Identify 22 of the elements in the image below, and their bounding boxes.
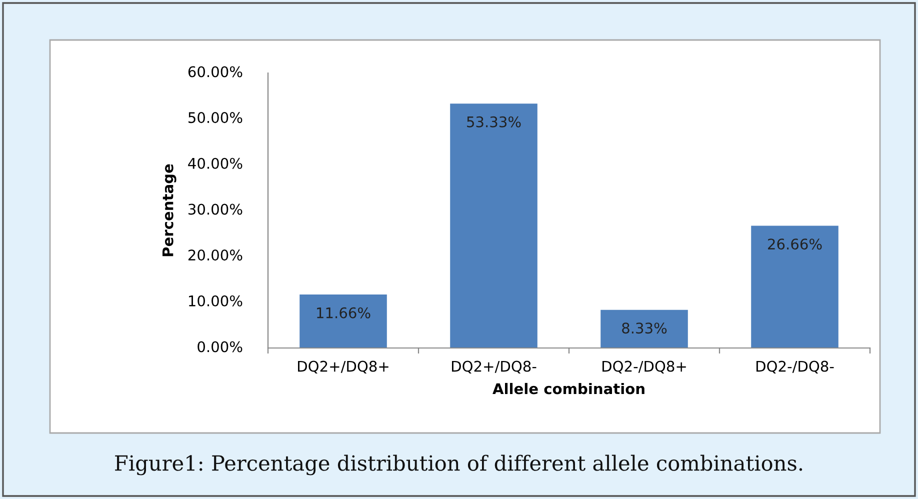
- data-label: 26.66%: [768, 238, 822, 250]
- data-label: 53.33%: [467, 116, 521, 128]
- y-tick-label: 20.00%: [188, 250, 242, 261]
- caption: Figure1: Percentage distribution of different allele combinations.: [115, 454, 802, 476]
- data-label: 8.33%: [622, 322, 667, 334]
- x-tick-label: DQ2+/DQ8-: [452, 360, 536, 374]
- y-tick-label: 10.00%: [188, 295, 242, 306]
- x-tick-label: DQ2-/DQ8+: [602, 360, 686, 374]
- x-tick-label: DQ2+/DQ8+: [298, 360, 388, 374]
- data-label: 11.66%: [317, 307, 370, 318]
- y-tick-label: 30.00%: [188, 204, 242, 215]
- bar: [600, 310, 688, 348]
- y-axis-title: Percentage: [162, 164, 176, 256]
- y-tick-label: 50.00%: [188, 112, 242, 124]
- bar: [751, 226, 838, 348]
- y-tick-label: 60.00%: [188, 66, 242, 78]
- bar: [450, 104, 538, 348]
- y-tick-label: 40.00%: [188, 158, 242, 169]
- y-tick-label: 0.00%: [198, 341, 242, 352]
- x-tick-label: DQ2-/DQ8-: [756, 360, 834, 374]
- x-axis-title: Allele combination: [492, 382, 644, 394]
- bar: [300, 294, 387, 348]
